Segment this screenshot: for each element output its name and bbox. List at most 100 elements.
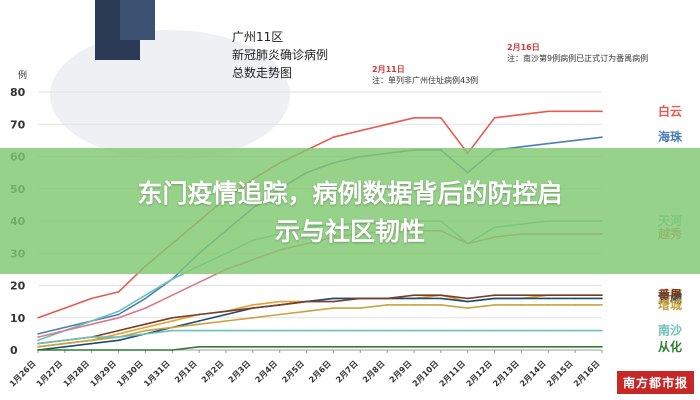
data-point (225, 320, 227, 322)
data-point (440, 329, 442, 332)
data-point (64, 326, 66, 329)
data-point (144, 307, 147, 309)
x-tick-label: 2月5日 (280, 359, 306, 385)
y-tick-label: 10 (10, 312, 26, 325)
y-tick-label: 20 (10, 280, 26, 293)
data-point (601, 304, 603, 306)
data-point (117, 329, 120, 332)
headline: 东门疫情追踪，病例数据背后的防控启 示与社区韧性 (40, 175, 660, 251)
series-label: 增城 (658, 297, 682, 312)
series-line (37, 297, 602, 351)
data-point (413, 304, 415, 306)
data-point (198, 313, 200, 316)
data-point (359, 129, 362, 132)
data-point (359, 307, 362, 309)
data-point (278, 345, 281, 348)
data-point (601, 110, 603, 113)
data-point (601, 297, 603, 300)
data-point (332, 307, 335, 309)
x-tick-label: 2月12日 (464, 359, 493, 388)
annotation-text: 注：南沙第9例病例已正式订为番禺病例 (507, 54, 649, 63)
data-point (440, 294, 442, 296)
x-tick-label: 2月10日 (411, 359, 440, 388)
series-label: 海珠 (658, 129, 683, 144)
data-point (493, 117, 496, 119)
data-point (278, 313, 281, 316)
data-point (413, 294, 415, 296)
annotation-feb11: 2月11日 注：单列非广州住址病例43例 (372, 64, 478, 86)
data-point (90, 323, 93, 326)
data-point (37, 342, 39, 345)
data-point (386, 345, 388, 348)
data-point (601, 294, 603, 296)
data-point (252, 304, 254, 306)
data-point (278, 300, 281, 303)
x-tick-label: 2月11日 (438, 359, 467, 388)
data-point (117, 291, 120, 293)
x-tick-label: 2月1日 (173, 359, 199, 385)
data-point (144, 323, 147, 326)
data-point (117, 333, 120, 335)
data-point (466, 297, 469, 300)
data-point (37, 345, 39, 348)
data-point (493, 294, 496, 296)
data-point (305, 329, 308, 332)
data-point (144, 297, 147, 300)
data-point (332, 300, 335, 303)
chart-title-line-3: 总数走势图 (232, 66, 293, 80)
data-point (305, 310, 308, 313)
data-point (198, 281, 200, 284)
x-tick-label: 2月13日 (491, 359, 520, 388)
headline-banner (0, 148, 700, 274)
data-point (117, 313, 120, 316)
data-point (171, 349, 174, 351)
data-point (117, 349, 120, 351)
y-tick-label: 70 (10, 118, 26, 131)
data-point (493, 304, 496, 306)
annotation-text: 注：单列非广州住址病例43例 (372, 76, 479, 85)
data-point (466, 345, 469, 348)
data-point (493, 345, 496, 348)
data-point (64, 345, 66, 348)
data-point (359, 345, 362, 348)
annotation-date: 2月11日 (372, 65, 405, 74)
data-point (171, 320, 174, 322)
y-tick-label: 80 (10, 86, 26, 99)
data-point (144, 294, 147, 296)
data-point (144, 326, 147, 329)
data-point (359, 297, 362, 300)
data-point (171, 294, 174, 296)
x-tick-label: 2月9日 (388, 359, 414, 385)
data-point (386, 123, 388, 126)
data-point (547, 345, 550, 348)
series-label: 花都 (658, 287, 682, 302)
data-point (547, 110, 550, 113)
data-point (520, 297, 523, 300)
data-point (198, 323, 200, 326)
x-tick-label: 2月7日 (334, 359, 360, 385)
data-point (37, 339, 39, 342)
data-point (225, 313, 227, 316)
data-point (117, 316, 120, 319)
data-point (117, 336, 120, 338)
data-point (386, 329, 388, 332)
data-point (252, 345, 254, 348)
data-point (37, 349, 39, 351)
data-point (252, 329, 254, 332)
data-point (332, 329, 335, 332)
chart-title-line-1: 广州11区 (232, 30, 284, 44)
data-point (144, 329, 147, 332)
series-line (37, 110, 602, 319)
data-point (198, 329, 200, 332)
data-point (493, 329, 496, 332)
x-tick-label: 2月3日 (227, 359, 253, 385)
data-point (440, 304, 442, 306)
data-point (64, 339, 66, 342)
data-point (601, 136, 603, 138)
series-label: 白云 (658, 103, 682, 118)
data-point (574, 304, 576, 306)
x-tick-label: 2月15日 (545, 359, 574, 388)
series-line (38, 345, 602, 351)
chart-title: 广州11区 新冠肺炎确诊病例 总数走势图 (232, 28, 328, 82)
